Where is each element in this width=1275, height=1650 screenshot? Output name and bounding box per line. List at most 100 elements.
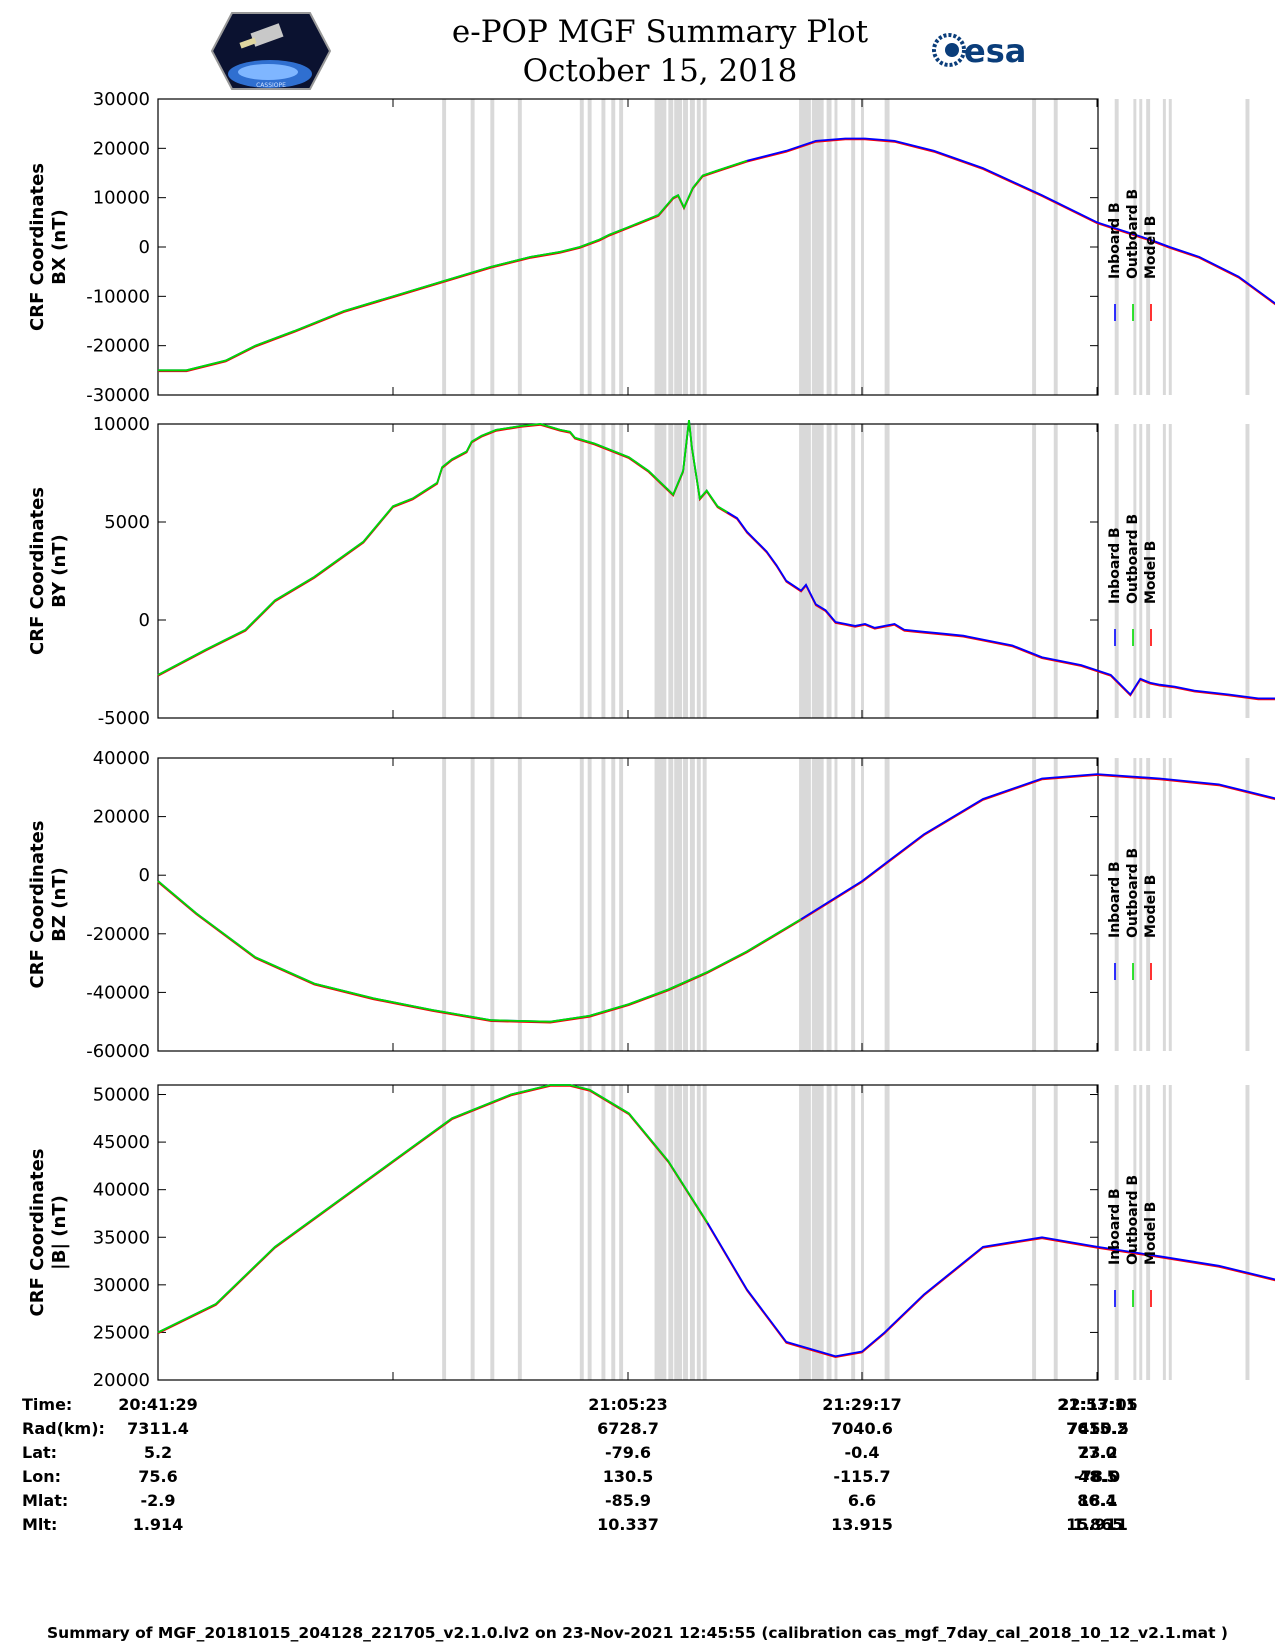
gap-band-bx [1053, 99, 1058, 395]
gap-band-bx [702, 99, 707, 395]
gap-band-bz [587, 758, 592, 1051]
table-cell: 6728.7 [597, 1419, 659, 1438]
gap-band-bz [851, 758, 856, 1051]
gap-band-bz [1133, 758, 1137, 1051]
gap-band-by [611, 424, 616, 718]
gap-band-by [861, 424, 864, 718]
gap-band-bx [1162, 99, 1166, 395]
gap-band-bx [811, 99, 824, 395]
footer-caption: Summary of MGF_20181015_204128_221705_v2… [47, 1624, 1228, 1642]
y-axis-label-by: CRF CoordinatesBY (nT) [27, 487, 70, 655]
gap-band-bz [1114, 758, 1119, 1051]
table-cell: -0.4 [845, 1443, 880, 1462]
table-cell: 21:05:23 [588, 1395, 668, 1414]
legend-label-model-bx: Model B [1143, 216, 1159, 279]
gap-band-bz [834, 758, 838, 1051]
gap-band-by [689, 424, 695, 718]
gap-band-bz [611, 758, 616, 1051]
gap-band-by [811, 424, 824, 718]
y-tick-label-bt: 25000 [93, 1322, 150, 1343]
gap-band-by [579, 424, 584, 718]
table-cell: 22:17:05 [1058, 1395, 1138, 1414]
gap-band-by [442, 424, 447, 718]
y-tick-label-bz: -40000 [86, 982, 150, 1003]
gap-band-bx [674, 99, 683, 395]
gap-band-bx [611, 99, 616, 395]
y-axis-label-bx: CRF CoordinatesBX (nT) [27, 163, 70, 331]
gap-band-bx [1133, 99, 1137, 395]
y-tick-label-bx: -30000 [86, 385, 150, 406]
gap-band-bx [470, 99, 475, 395]
gap-band-bz [799, 758, 811, 1051]
y-axis-label-line-by: CRF Coordinates [27, 487, 48, 655]
table-cell: 77.0 [1077, 1443, 1116, 1462]
gap-band-bz [1146, 758, 1151, 1051]
gap-band-by [696, 424, 701, 718]
gap-band-bz [1053, 758, 1058, 1051]
gap-band-by [654, 424, 667, 718]
gap-band-bz [490, 758, 495, 1051]
gap-band-bx [689, 99, 695, 395]
gap-band-by [517, 424, 522, 718]
gap-band-bx [851, 99, 856, 395]
y-tick-label-bt: 50000 [93, 1085, 150, 1106]
gap-band-bz [1168, 758, 1172, 1051]
gap-band-by [834, 424, 838, 718]
gap-band-bx [683, 99, 688, 395]
legend-label-inboard-bz: Inboard B [1107, 861, 1123, 938]
gap-band-by [1053, 424, 1058, 718]
table-cell: 7311.4 [127, 1419, 189, 1438]
table-cell: 75.6 [138, 1467, 177, 1486]
model-b-line-bz [157, 774, 1275, 1024]
gap-band-by [619, 424, 624, 718]
table-cell: 15.911 [1066, 1515, 1128, 1534]
legend-label-outboard-by: Outboard B [1125, 514, 1141, 604]
legend-label-model-bt: Model B [1143, 1202, 1159, 1265]
y-tick-label-bz: -60000 [86, 1041, 150, 1062]
gap-band-bx [517, 99, 522, 395]
gap-band-by [470, 424, 475, 718]
gap-band-bt [696, 1085, 701, 1380]
plot-title: e-POP MGF Summary Plot [451, 14, 869, 50]
y-tick-label-bt: 20000 [93, 1370, 150, 1391]
gap-band-bz [470, 758, 475, 1051]
esa-logo: esa [932, 32, 1026, 70]
y-tick-label-bz: -20000 [86, 924, 150, 945]
table-cell: 20:41:29 [118, 1395, 198, 1414]
y-axis-label-line-bz: CRF Coordinates [27, 821, 48, 989]
gap-band-bt [884, 1085, 890, 1380]
gap-band-bt [611, 1085, 616, 1380]
axes-box-bt [157, 1084, 1099, 1381]
gap-band-bz [619, 758, 624, 1051]
cassiope-logo: CASSIOPE [210, 12, 332, 90]
gap-band-bt [470, 1085, 475, 1380]
table-cell: 130.5 [603, 1467, 654, 1486]
gap-band-bx [490, 99, 495, 395]
y-tick-label-bx: -20000 [86, 336, 150, 357]
gap-band-bt [689, 1085, 695, 1380]
gap-band-bt [702, 1085, 707, 1380]
y-axis-label-line-bx: BX (nT) [49, 209, 70, 284]
outboard-b-line-bx [158, 159, 748, 372]
gap-band-bt [834, 1085, 838, 1380]
y-tick-label-bx: 20000 [93, 138, 150, 159]
gap-band-bz [1162, 758, 1166, 1051]
gap-band-by [668, 424, 674, 718]
gap-band-bx [696, 99, 701, 395]
gap-band-bt [1146, 1085, 1151, 1380]
gap-band-bt [826, 1085, 832, 1380]
gap-band-bx [601, 99, 606, 395]
gap-band-by [1114, 424, 1119, 718]
y-axis-label-line-bt: |B| (nT) [49, 1195, 70, 1270]
gap-band-bt [1139, 1085, 1143, 1380]
gap-band-by [884, 424, 890, 718]
gap-band-by [1133, 424, 1137, 718]
gap-band-bt [1245, 1085, 1250, 1380]
gap-band-bx [884, 99, 890, 395]
y-axis-label-bz: CRF CoordinatesBZ (nT) [27, 821, 70, 989]
gap-band-bx [587, 99, 592, 395]
gap-band-bz [689, 758, 695, 1051]
table-cell: 48.5 [1078, 1467, 1117, 1486]
y-axis-label-line-by: BY (nT) [49, 534, 70, 608]
